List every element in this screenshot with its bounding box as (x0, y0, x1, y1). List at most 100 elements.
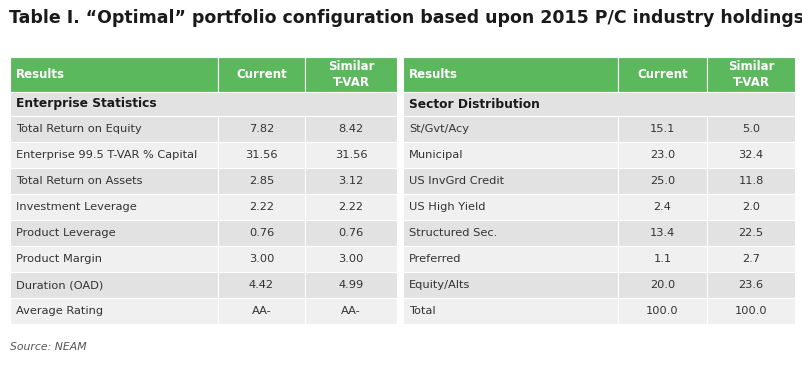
Text: 23.0: 23.0 (649, 150, 674, 160)
Text: Product Leverage: Product Leverage (16, 228, 115, 238)
Bar (10, 57, 217, 92)
Bar (706, 168, 794, 194)
Bar (10, 298, 217, 324)
Text: 31.56: 31.56 (334, 150, 367, 160)
Bar (618, 116, 706, 142)
Text: 100.0: 100.0 (646, 306, 678, 316)
Text: 1.1: 1.1 (653, 254, 670, 264)
Text: 0.76: 0.76 (249, 228, 273, 238)
Text: 23.6: 23.6 (738, 280, 763, 290)
Text: 3.12: 3.12 (338, 176, 363, 186)
Bar (217, 298, 305, 324)
Bar (10, 272, 217, 298)
Text: Current: Current (636, 68, 687, 81)
Bar (403, 272, 618, 298)
Bar (706, 57, 794, 92)
Text: 5.0: 5.0 (741, 124, 759, 134)
Bar (217, 194, 305, 220)
Bar (217, 57, 305, 92)
Bar (618, 298, 706, 324)
Text: 32.4: 32.4 (738, 150, 763, 160)
Text: Equity/Alts: Equity/Alts (408, 280, 470, 290)
Text: AA-: AA- (251, 306, 271, 316)
Text: 4.99: 4.99 (338, 280, 363, 290)
Bar (217, 246, 305, 272)
Text: 13.4: 13.4 (649, 228, 674, 238)
Bar (618, 246, 706, 272)
Text: Total Return on Assets: Total Return on Assets (16, 176, 142, 186)
Bar (305, 298, 396, 324)
Text: Results: Results (408, 68, 457, 81)
Bar (10, 92, 396, 116)
Bar (403, 168, 618, 194)
Bar (618, 57, 706, 92)
Bar (305, 246, 396, 272)
Bar (403, 246, 618, 272)
Bar (217, 220, 305, 246)
Bar (305, 57, 396, 92)
Bar (10, 194, 217, 220)
Text: 11.8: 11.8 (737, 176, 763, 186)
Text: St/Gvt/Acy: St/Gvt/Acy (408, 124, 468, 134)
Text: Table I. “Optimal” portfolio configuration based upon 2015 P/C industry holdings: Table I. “Optimal” portfolio configurati… (9, 9, 802, 27)
Text: 15.1: 15.1 (649, 124, 674, 134)
Bar (217, 272, 305, 298)
Bar (618, 194, 706, 220)
Text: 31.56: 31.56 (245, 150, 277, 160)
Text: Total: Total (408, 306, 435, 316)
Text: 7.82: 7.82 (249, 124, 273, 134)
Text: 100.0: 100.0 (734, 306, 767, 316)
Bar (706, 116, 794, 142)
Bar (403, 298, 618, 324)
Bar (618, 142, 706, 168)
Bar (706, 298, 794, 324)
Text: 2.0: 2.0 (741, 202, 759, 212)
Text: Average Rating: Average Rating (16, 306, 103, 316)
Text: Enterprise Statistics: Enterprise Statistics (16, 98, 156, 111)
Text: Similar
T-VAR: Similar T-VAR (727, 60, 773, 89)
Bar (305, 116, 396, 142)
Text: 25.0: 25.0 (649, 176, 674, 186)
Text: 2.22: 2.22 (249, 202, 273, 212)
Text: AA-: AA- (341, 306, 360, 316)
Text: 2.4: 2.4 (653, 202, 670, 212)
Text: 0.76: 0.76 (338, 228, 363, 238)
Bar (305, 220, 396, 246)
Bar (706, 272, 794, 298)
Bar (403, 116, 618, 142)
Text: 2.85: 2.85 (249, 176, 273, 186)
Text: Product Margin: Product Margin (16, 254, 102, 264)
Bar (217, 116, 305, 142)
Bar (706, 142, 794, 168)
Bar (403, 57, 618, 92)
Text: 2.22: 2.22 (338, 202, 363, 212)
Text: Results: Results (16, 68, 65, 81)
Bar (706, 194, 794, 220)
Bar (10, 168, 217, 194)
Bar (305, 272, 396, 298)
Text: Municipal: Municipal (408, 150, 463, 160)
Bar (618, 272, 706, 298)
Bar (403, 220, 618, 246)
Text: 3.00: 3.00 (249, 254, 273, 264)
Text: Enterprise 99.5 T-VAR % Capital: Enterprise 99.5 T-VAR % Capital (16, 150, 197, 160)
Bar (403, 194, 618, 220)
Bar (305, 142, 396, 168)
Text: 3.00: 3.00 (338, 254, 363, 264)
Text: 20.0: 20.0 (649, 280, 674, 290)
Text: 2.7: 2.7 (741, 254, 759, 264)
Text: Structured Sec.: Structured Sec. (408, 228, 496, 238)
Text: Source: NEAM: Source: NEAM (10, 342, 87, 352)
Bar (305, 194, 396, 220)
Bar (217, 168, 305, 194)
Bar (10, 116, 217, 142)
Bar (10, 246, 217, 272)
Text: Investment Leverage: Investment Leverage (16, 202, 136, 212)
Text: 8.42: 8.42 (338, 124, 363, 134)
Bar (10, 220, 217, 246)
Text: Similar
T-VAR: Similar T-VAR (327, 60, 374, 89)
Bar (217, 142, 305, 168)
Text: Total Return on Equity: Total Return on Equity (16, 124, 142, 134)
Bar (618, 220, 706, 246)
Text: US High Yield: US High Yield (408, 202, 485, 212)
